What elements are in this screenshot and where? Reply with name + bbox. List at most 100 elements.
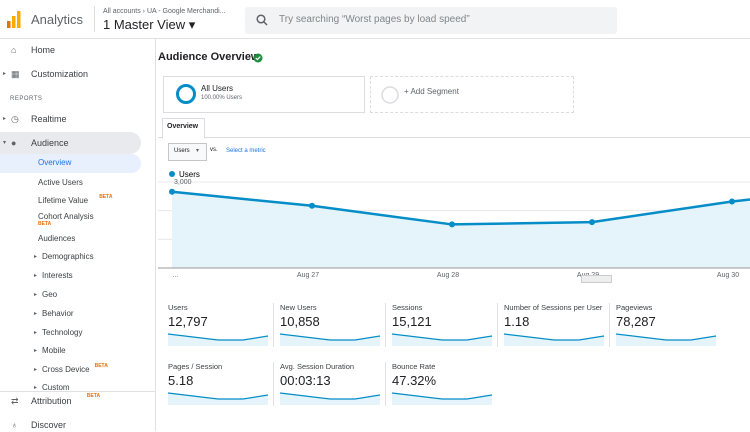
add-segment-card[interactable] bbox=[370, 76, 574, 113]
segment-ring bbox=[176, 84, 196, 104]
metric-dropdown[interactable] bbox=[168, 143, 207, 161]
metric-value: 1.18 bbox=[504, 314, 530, 329]
view-name: 1 Master View bbox=[103, 17, 186, 32]
sparkline bbox=[616, 333, 716, 346]
point bbox=[589, 219, 595, 226]
search-icon bbox=[256, 14, 268, 26]
sparkline bbox=[280, 392, 380, 405]
nav-item[interactable]: Realtime bbox=[31, 114, 67, 124]
tab[interactable] bbox=[162, 118, 205, 139]
x-tick-label: Aug 30 bbox=[717, 272, 739, 279]
nav-arrow: ▸ bbox=[34, 367, 38, 373]
point bbox=[449, 221, 455, 228]
app-name: Analytics bbox=[31, 12, 84, 27]
metric-label: Bounce Rate bbox=[392, 362, 436, 371]
sparkline bbox=[504, 333, 604, 346]
nav-item[interactable]: Active Users bbox=[38, 178, 83, 187]
nav-item[interactable]: Cohort Analysis bbox=[38, 212, 94, 221]
y-tick-label: 3,000 bbox=[174, 179, 192, 186]
page-title: Audience Overview bbox=[158, 51, 260, 63]
nav-item[interactable]: Mobile bbox=[42, 346, 66, 355]
metric-label: Avg. Session Duration bbox=[280, 362, 355, 371]
metric-value: 00:03:13 bbox=[280, 373, 331, 388]
nav-arrow: ▸ bbox=[34, 385, 38, 391]
divider bbox=[94, 6, 95, 32]
point bbox=[169, 188, 175, 195]
point bbox=[729, 198, 735, 205]
sparkline bbox=[168, 333, 268, 346]
add-segment-ring bbox=[381, 86, 399, 104]
nav-item[interactable]: Discover bbox=[31, 420, 67, 430]
metric-divider bbox=[273, 362, 274, 406]
line-extension bbox=[731, 198, 750, 203]
metric-divider bbox=[497, 303, 498, 347]
nav-item[interactable]: Attribution bbox=[31, 396, 72, 406]
segment-detail: 100.00% Users bbox=[201, 95, 243, 101]
select-metric[interactable]: Select a metric bbox=[226, 148, 266, 154]
verified-icon bbox=[253, 53, 263, 63]
beta-badge: BETA bbox=[99, 194, 113, 200]
line-area bbox=[172, 191, 750, 268]
nav-item[interactable]: Audience bbox=[31, 138, 69, 148]
nav-active-group bbox=[0, 132, 141, 154]
view-selector[interactable]: 1 Master View ▾ bbox=[103, 17, 196, 32]
metric-label: Pages / Session bbox=[168, 362, 223, 371]
nav-item[interactable]: Audiences bbox=[38, 234, 76, 243]
sparkline bbox=[168, 392, 268, 405]
section-label: REPORTS bbox=[10, 96, 43, 102]
nav-arrow: ▸ bbox=[34, 292, 38, 298]
nav-arrow: ▸ bbox=[3, 116, 7, 122]
metric-label: Users bbox=[168, 303, 188, 312]
nav-item[interactable]: Overview bbox=[38, 158, 72, 167]
logo bbox=[7, 11, 21, 28]
metric-value: 47.32% bbox=[392, 373, 437, 388]
metric-label: Sessions bbox=[392, 303, 423, 312]
sparkline bbox=[392, 392, 492, 405]
nav-active-item bbox=[0, 154, 141, 173]
nav-item[interactable]: Home bbox=[31, 45, 56, 55]
tab-line bbox=[158, 137, 750, 138]
x-tick-label: Aug 28 bbox=[437, 272, 459, 279]
add-segment: + Add Segment bbox=[404, 87, 459, 96]
legend-dot bbox=[169, 171, 175, 177]
beta-badge: BETA bbox=[38, 221, 52, 227]
sidebar-bottom bbox=[0, 391, 155, 432]
metric-divider bbox=[273, 303, 274, 347]
nav-item[interactable]: Geo bbox=[42, 290, 58, 299]
legend-label: Users bbox=[179, 170, 200, 179]
nav-item[interactable]: Cross Device bbox=[42, 365, 90, 374]
nav-item[interactable]: Lifetime Value bbox=[38, 196, 89, 205]
nav-arrow: ▸ bbox=[34, 348, 38, 354]
sparkline bbox=[280, 333, 380, 346]
nav-item[interactable]: Technology bbox=[42, 328, 83, 337]
beta-badge: BETA bbox=[94, 363, 108, 369]
metric-divider bbox=[385, 303, 386, 347]
dropdown-arrow: ▾ bbox=[196, 148, 200, 154]
breadcrumb[interactable]: All accounts › UA - Google Merchandi... bbox=[103, 8, 226, 15]
sparkline bbox=[392, 333, 492, 346]
nav-item[interactable]: Demographics bbox=[42, 252, 94, 261]
metric-value: 78,287 bbox=[616, 314, 656, 329]
nav-item[interactable]: Customization bbox=[31, 69, 89, 79]
nav-icon: ⇄ bbox=[11, 396, 19, 406]
nav-arrow: ▸ bbox=[34, 254, 38, 260]
nav-item[interactable]: Behavior bbox=[42, 309, 74, 318]
metric-divider bbox=[609, 303, 610, 347]
x-tick-label: … bbox=[172, 272, 179, 279]
header bbox=[0, 0, 750, 39]
tab-label: Overview bbox=[167, 123, 199, 130]
metric-label: Pageviews bbox=[616, 303, 653, 312]
chart-resize-handle[interactable] bbox=[581, 275, 612, 283]
x-tick-label: Aug 27 bbox=[297, 272, 319, 279]
nav-arrow: ▾ bbox=[3, 140, 7, 146]
nav-arrow: ▸ bbox=[34, 273, 38, 279]
segment-card[interactable] bbox=[163, 76, 365, 113]
search-placeholder: Try searching “Worst pages by load speed… bbox=[279, 14, 470, 25]
metric-divider bbox=[385, 362, 386, 406]
metric-label: New Users bbox=[280, 303, 317, 312]
nav-item[interactable]: Interests bbox=[42, 271, 73, 280]
search-box[interactable] bbox=[245, 7, 617, 34]
sidebar bbox=[0, 39, 156, 431]
nav-item[interactable]: Custom bbox=[42, 383, 70, 392]
